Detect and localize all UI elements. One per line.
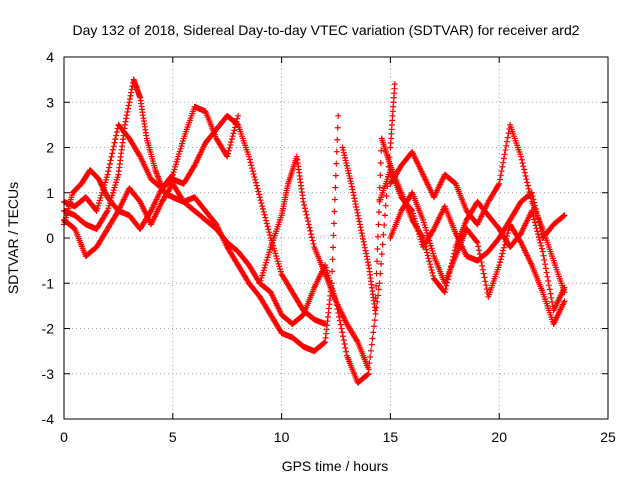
data-point-markers — [387, 121, 568, 296]
x-tick-label: 0 — [60, 429, 68, 445]
y-tick-label: -2 — [42, 321, 55, 337]
y-tick-label: 1 — [46, 185, 54, 201]
y-axis-label: SDTVAR / TECUs — [5, 182, 21, 294]
series-trace-g — [387, 121, 568, 296]
axis-ticks: 0 5 10 15 20 25 -4 -3 -2 -1 0 1 2 3 4 — [42, 49, 616, 445]
y-tick-label: -4 — [42, 411, 55, 427]
series-trace-e — [256, 81, 398, 373]
x-tick-label: 15 — [383, 429, 399, 445]
y-tick-label: -3 — [42, 366, 55, 382]
series-trace-i — [387, 189, 568, 327]
data-point-markers — [256, 81, 398, 373]
y-tick-label: 2 — [46, 140, 54, 156]
y-tick-label: -1 — [42, 275, 55, 291]
y-tick-label: 3 — [46, 94, 54, 110]
x-tick-label: 10 — [274, 429, 290, 445]
data-point-markers — [339, 135, 568, 314]
grid — [64, 57, 608, 419]
chart-title: Day 132 of 2018, Sidereal Day-to-day VTE… — [72, 22, 579, 38]
data-point-markers — [387, 189, 568, 327]
x-tick-label: 25 — [600, 429, 616, 445]
x-tick-label: 20 — [491, 429, 507, 445]
x-tick-label: 5 — [169, 429, 177, 445]
y-tick-label: 0 — [46, 230, 54, 246]
x-axis-label: GPS time / hours — [282, 458, 389, 474]
y-tick-label: 4 — [46, 49, 54, 65]
data-marks — [61, 76, 568, 386]
series-trace-f — [339, 135, 568, 314]
